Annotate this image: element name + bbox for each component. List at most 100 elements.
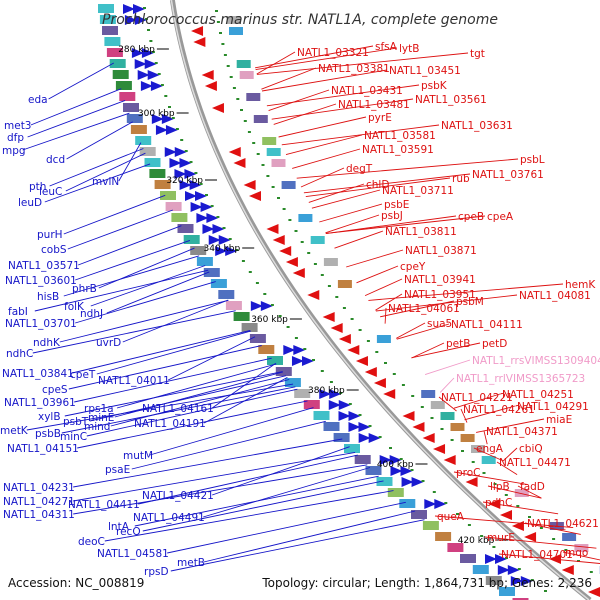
tick-dot xyxy=(392,373,396,375)
right-gene-label: hemK xyxy=(565,279,596,291)
gene-block xyxy=(471,445,485,453)
right-label-line xyxy=(380,300,455,318)
right-gene-label: NATL1_03381 xyxy=(318,63,390,75)
left-label-line xyxy=(170,519,425,572)
right-gene-label: NATL1_03941 xyxy=(404,274,476,286)
gene-block xyxy=(241,323,258,332)
gene-block xyxy=(365,466,382,475)
left-label-line xyxy=(167,501,406,554)
tick-dot xyxy=(266,175,270,177)
tick-dot xyxy=(384,362,387,364)
gene-arrow-forward xyxy=(358,433,371,443)
right-gene-label: NATL1_04261 xyxy=(463,404,535,416)
left-gene-label: NATL1_04491 xyxy=(133,512,205,524)
left-gene-label: mind xyxy=(84,421,110,433)
left-label-line xyxy=(32,310,236,354)
gene-arrow-forward xyxy=(328,400,341,410)
tick-dot xyxy=(368,425,372,427)
tick-dot xyxy=(240,109,243,111)
gene-arrow-forward xyxy=(179,158,192,168)
gene-arrow-forward xyxy=(155,125,168,135)
right-gene-label: fadD xyxy=(520,481,545,493)
tick-dot xyxy=(223,54,227,56)
right-label-line xyxy=(303,173,471,194)
gene-arrow-forward xyxy=(161,114,174,124)
right-gene-label: sua5 xyxy=(427,318,452,330)
tick-dot xyxy=(199,183,203,185)
left-label-line xyxy=(138,454,358,505)
left-gene-label: recO xyxy=(116,526,141,538)
left-gene-label: metK xyxy=(0,425,29,437)
gene-block xyxy=(102,26,118,35)
gene-arrow-reverse xyxy=(402,411,415,421)
tick-dot xyxy=(401,384,405,386)
tick-dot xyxy=(171,117,175,119)
gene-arrow-forward xyxy=(144,59,157,69)
tick-dot xyxy=(226,65,230,67)
tick-dot xyxy=(516,505,520,507)
gene-block xyxy=(253,115,268,123)
right-label-line xyxy=(484,536,597,549)
right-gene-label: NATL1_03321 xyxy=(297,47,369,59)
gene-arrow-forward xyxy=(301,356,314,366)
gene-arrow-reverse xyxy=(228,147,241,157)
gene-block xyxy=(210,279,227,288)
gene-block xyxy=(160,191,176,200)
right-label-line xyxy=(325,214,380,234)
tick-dot xyxy=(235,249,239,251)
tick-dot xyxy=(210,205,214,207)
tick-dot xyxy=(300,241,304,243)
gene-block xyxy=(126,114,143,123)
gene-block xyxy=(399,499,416,508)
left-gene-label: hisB xyxy=(37,291,59,303)
gene-arrow-forward xyxy=(194,191,207,201)
gene-arrow-reverse xyxy=(338,334,351,344)
tick-dot xyxy=(222,227,226,229)
right-label-lines xyxy=(255,45,600,564)
right-gene-label: NATL1_04061 xyxy=(388,303,460,315)
left-label-line xyxy=(118,142,142,182)
right-gene-label: NATL1_04221 xyxy=(441,392,513,404)
tick-dot xyxy=(219,32,222,34)
gene-arrow-forward xyxy=(215,246,228,256)
right-label-line xyxy=(517,485,542,499)
gene-block xyxy=(233,312,250,321)
left-label-line xyxy=(63,255,200,297)
left-gene-label: NATL1_04161 xyxy=(142,403,214,415)
tick-dot xyxy=(270,304,274,306)
gene-arrow-reverse xyxy=(322,312,335,322)
gene-block xyxy=(262,137,277,145)
gene-arrow-reverse xyxy=(443,455,456,465)
right-gene-label: cpeY xyxy=(400,261,426,273)
gene-arrow-forward xyxy=(225,246,238,256)
tick-dot xyxy=(216,216,220,218)
right-gene-label: murE xyxy=(487,532,515,544)
right-label-line xyxy=(411,342,445,359)
gene-arrow-reverse xyxy=(465,477,478,487)
left-label-line xyxy=(203,510,416,563)
right-label-line xyxy=(364,278,403,297)
gene-arrow-reverse xyxy=(373,378,386,388)
left-label-line xyxy=(116,363,277,409)
gene-arrow-forward xyxy=(348,411,361,421)
tick-dot xyxy=(492,546,496,548)
gene-block xyxy=(514,489,529,497)
right-label-line xyxy=(438,396,457,412)
gene-arrow-reverse xyxy=(500,510,513,520)
gene-arrow-reverse xyxy=(292,268,305,278)
left-label-line xyxy=(63,194,166,235)
gene-block xyxy=(333,433,350,442)
gene-block xyxy=(249,334,266,343)
tick-dot xyxy=(358,329,362,331)
tick-dot xyxy=(205,194,208,196)
left-gene-label: dfp xyxy=(7,132,24,144)
left-label-line xyxy=(122,299,229,343)
right-label-line xyxy=(296,158,519,179)
left-gene-label: folK xyxy=(64,301,85,313)
left-gene-label: lntA xyxy=(108,521,130,533)
right-gene-label: degT xyxy=(346,163,373,175)
rna-gene-label: NATL1_rrlVIMSS1365723 xyxy=(456,373,585,385)
gene-block xyxy=(218,290,235,299)
left-label-line xyxy=(78,225,182,266)
